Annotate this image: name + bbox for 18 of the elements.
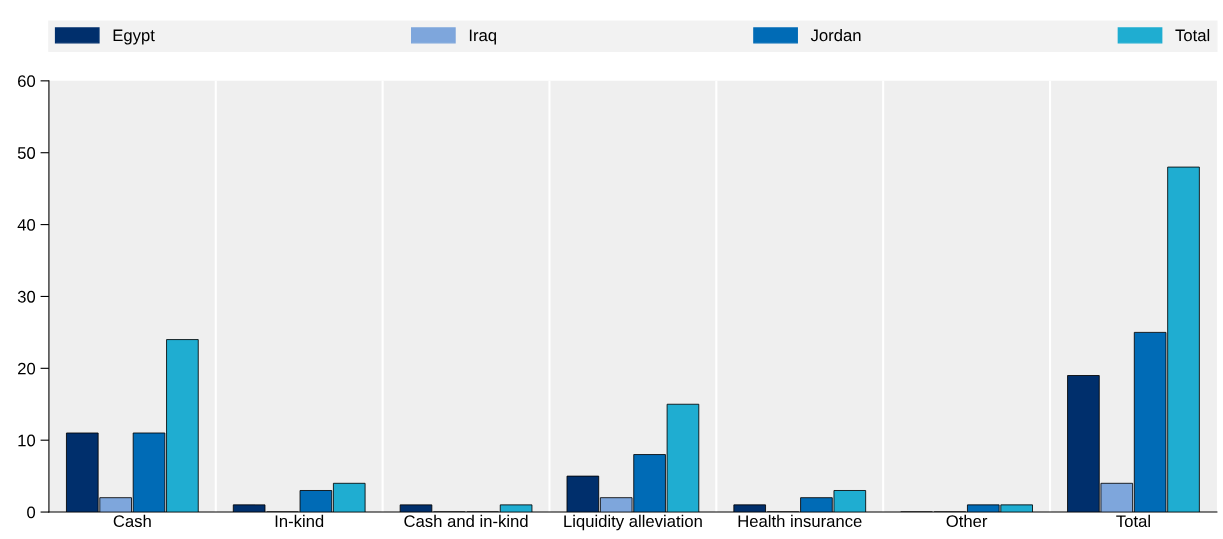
x-tick-label: In-kind <box>275 514 324 528</box>
x-tick-label: Cash <box>113 514 151 528</box>
legend-label: Total <box>1175 29 1210 42</box>
y-tick-label: 60 <box>18 75 36 88</box>
legend-label: Egypt <box>113 29 155 45</box>
y-tick-label: 30 <box>17 290 36 303</box>
x-tick-label: Total <box>1116 514 1150 528</box>
x-tick-label: Cash and in-kind <box>404 514 528 528</box>
y-tick-label: 10 <box>18 434 36 447</box>
legend-label: Iraq <box>469 29 497 45</box>
y-tick-label: 0 <box>27 506 36 519</box>
x-tick-label: Health insurance <box>738 514 862 528</box>
legend-label: Jordan <box>810 29 861 42</box>
y-tick-label: 50 <box>17 147 36 159</box>
y-tick-label: 20 <box>18 362 36 375</box>
x-tick-label: Liquidity alleviation <box>564 514 702 531</box>
x-tick-label: Other <box>946 514 988 528</box>
y-tick-label: 40 <box>17 218 36 231</box>
